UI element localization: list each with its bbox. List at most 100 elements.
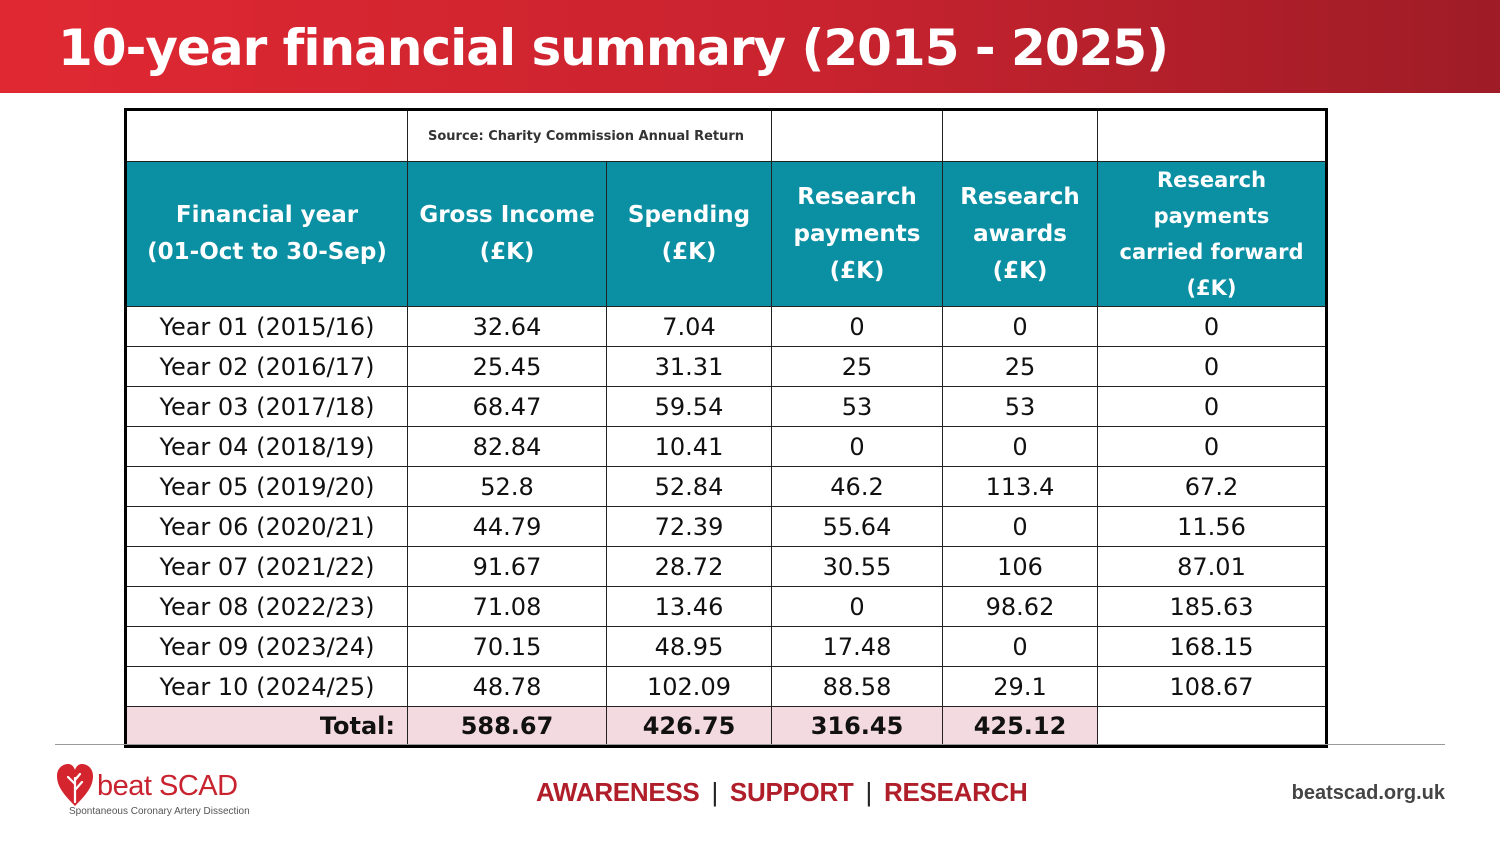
table-row: Year 02 (2016/17) 25.45 31.31 25 25 0 xyxy=(125,346,1327,387)
cell-research-awards: 0 xyxy=(942,306,1098,347)
col-header-financial-year: Financial year (01-Oct to 30-Sep) xyxy=(125,161,408,307)
cell-research-payments: 46.2 xyxy=(771,466,943,507)
footer-divider xyxy=(55,744,1445,745)
tagline-research: RESEARCH xyxy=(883,777,1028,807)
title-bar: 10-year financial summary (2015 - 2025) xyxy=(0,0,1500,93)
header-line: Research xyxy=(797,183,917,210)
total-carried-forward xyxy=(1097,706,1327,747)
cell-carried-forward: 87.01 xyxy=(1097,546,1327,587)
cell-financial-year: Year 01 (2015/16) xyxy=(125,306,408,347)
cell-carried-forward: 185.63 xyxy=(1097,586,1327,627)
cell-research-payments: 88.58 xyxy=(771,666,943,707)
table-body: Year 01 (2015/16) 32.64 7.04 0 0 0 Year 02 (20… xyxy=(125,306,1327,707)
header-line: (£K) xyxy=(1186,276,1237,300)
cell-carried-forward: 168.15 xyxy=(1097,626,1327,667)
total-label: Total: xyxy=(125,706,408,747)
cell-gross-income: 32.64 xyxy=(407,306,607,347)
table-row: Year 04 (2018/19) 82.84 10.41 0 0 0 xyxy=(125,426,1327,467)
heart-logo-icon xyxy=(57,764,93,806)
col-header-spending: Spending (£K) xyxy=(606,161,772,307)
beat-scad-logo: beat SCAD Spontaneous Coronary Artery Di… xyxy=(55,760,255,820)
cell-research-payments: 0 xyxy=(771,586,943,627)
table-row: Year 03 (2017/18) 68.47 59.54 53 53 0 xyxy=(125,386,1327,427)
total-research-payments: 316.45 xyxy=(771,706,943,747)
cell-financial-year: Year 06 (2020/21) xyxy=(125,506,408,547)
header-line: Gross Income xyxy=(419,202,595,228)
header-line: (01-Oct to 30-Sep) xyxy=(147,239,387,265)
header-line: Research payments xyxy=(1153,168,1270,228)
cell-research-payments: 25 xyxy=(771,346,943,387)
cell-gross-income: 70.15 xyxy=(407,626,607,667)
tagline-separator: | xyxy=(865,777,873,807)
table-row: Year 05 (2019/20) 52.8 52.84 46.2 113.4 67.2 xyxy=(125,466,1327,507)
cell-gross-income: 52.8 xyxy=(407,466,607,507)
header-line: (£K) xyxy=(829,257,885,284)
tagline-awareness: AWARENESS xyxy=(536,777,700,807)
cell-carried-forward: 0 xyxy=(1097,306,1327,347)
cell-financial-year: Year 10 (2024/25) xyxy=(125,666,408,707)
col-header-research-payments: Research payments (£K) xyxy=(771,161,943,307)
cell-financial-year: Year 05 (2019/20) xyxy=(125,466,408,507)
cell-gross-income: 71.08 xyxy=(407,586,607,627)
header-line: (£K) xyxy=(661,239,717,265)
cell-financial-year: Year 03 (2017/18) xyxy=(125,386,408,427)
cell-carried-forward: 0 xyxy=(1097,386,1327,427)
cell-spending: 10.41 xyxy=(606,426,772,467)
source-row-blank xyxy=(942,109,1098,162)
header-line: Spending xyxy=(627,202,751,228)
table-row: Year 01 (2015/16) 32.64 7.04 0 0 0 xyxy=(125,306,1327,347)
cell-research-awards: 0 xyxy=(942,426,1098,467)
tagline-separator: | xyxy=(711,777,718,807)
col-header-carried-forward: Research payments carried forward (£K) xyxy=(1097,161,1327,307)
tagline: AWARENESS | SUPPORT | RESEARCH xyxy=(536,777,1028,808)
cell-research-payments: 30.55 xyxy=(771,546,943,587)
source-row-blank xyxy=(1097,109,1327,162)
cell-carried-forward: 0 xyxy=(1097,426,1327,467)
cell-research-awards: 113.4 xyxy=(942,466,1098,507)
total-spending: 426.75 xyxy=(606,706,772,747)
cell-spending: 59.54 xyxy=(606,386,772,427)
cell-research-awards: 0 xyxy=(942,626,1098,667)
cell-spending: 13.46 xyxy=(606,586,772,627)
cell-research-payments: 0 xyxy=(771,306,943,347)
cell-spending: 31.31 xyxy=(606,346,772,387)
financial-table-container: Source: Charity Commission Annual Return… xyxy=(124,108,1328,748)
table-row: Year 07 (2021/22) 91.67 28.72 30.55 106 87.01 xyxy=(125,546,1327,587)
cell-gross-income: 68.47 xyxy=(407,386,607,427)
cell-gross-income: 25.45 xyxy=(407,346,607,387)
cell-research-awards: 98.62 xyxy=(942,586,1098,627)
website-link[interactable]: beatscad.org.uk xyxy=(1291,782,1445,804)
page-title: 10-year financial summary (2015 - 2025) xyxy=(58,19,1169,77)
table-header-row: Financial year (01-Oct to 30-Sep) Gross … xyxy=(125,161,1327,307)
source-row: Source: Charity Commission Annual Return xyxy=(125,109,1327,162)
cell-research-payments: 53 xyxy=(771,386,943,427)
cell-research-awards: 106 xyxy=(942,546,1098,587)
total-gross-income: 588.67 xyxy=(407,706,607,747)
cell-financial-year: Year 02 (2016/17) xyxy=(125,346,408,387)
cell-research-awards: 29.1 xyxy=(942,666,1098,707)
table-row: Year 10 (2024/25) 48.78 102.09 88.58 29.1 108… xyxy=(125,666,1327,707)
cell-spending: 102.09 xyxy=(606,666,772,707)
logo-subtitle: Spontaneous Coronary Artery Dissection xyxy=(69,806,250,817)
total-row: Total: 588.67 426.75 316.45 425.12 xyxy=(125,706,1327,747)
cell-gross-income: 82.84 xyxy=(407,426,607,467)
cell-gross-income: 91.67 xyxy=(407,546,607,587)
cell-carried-forward: 0 xyxy=(1097,346,1327,387)
table-row: Year 09 (2023/24) 70.15 48.95 17.48 0 168.15 xyxy=(125,626,1327,667)
cell-research-awards: 0 xyxy=(942,506,1098,547)
header-line: (£K) xyxy=(992,257,1048,284)
header-line: payments xyxy=(793,220,921,247)
cell-gross-income: 44.79 xyxy=(407,506,607,547)
cell-financial-year: Year 04 (2018/19) xyxy=(125,426,408,467)
cell-spending: 7.04 xyxy=(606,306,772,347)
cell-research-payments: 0 xyxy=(771,426,943,467)
cell-financial-year: Year 09 (2023/24) xyxy=(125,626,408,667)
cell-spending: 52.84 xyxy=(606,466,772,507)
cell-financial-year: Year 07 (2021/22) xyxy=(125,546,408,587)
source-note: Source: Charity Commission Annual Return xyxy=(407,109,772,162)
logo-text: beat SCAD xyxy=(97,770,238,802)
cell-carried-forward: 11.56 xyxy=(1097,506,1327,547)
total-research-awards: 425.12 xyxy=(942,706,1098,747)
cell-spending: 28.72 xyxy=(606,546,772,587)
header-line: (£K) xyxy=(479,239,535,265)
